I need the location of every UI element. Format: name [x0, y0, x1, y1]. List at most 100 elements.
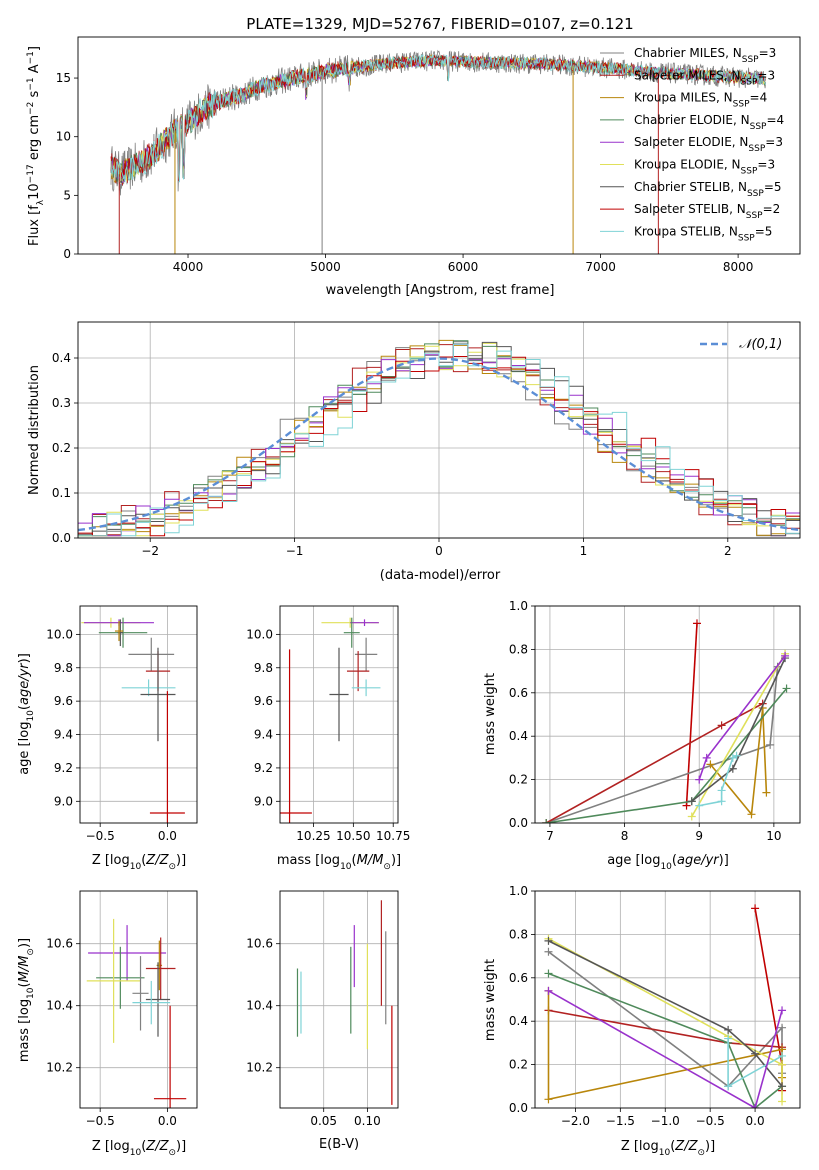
errorbar-point: [343, 617, 360, 648]
weight-marker: [778, 1097, 787, 1106]
panel-residuals: −2 −1 0 1 2 0.0 0.1 0.2 0.3 0.4 (data-model)/error…: [27, 321, 801, 583]
plot-area-spectrum: [110, 49, 766, 254]
panel-weight-vs-age: 7 8 9 10 0.0 0.2 0.4 0.6 0.8 1.0 age [log10(age/yr…: [483, 599, 801, 872]
plot-area-mass-vs-Z: [86, 918, 187, 1108]
weight-marker: [544, 969, 553, 978]
weight-marker: [782, 684, 791, 693]
weight-marker: [724, 1082, 733, 1091]
x-tick-label: 8: [621, 829, 629, 843]
y-axis-label: age [log10(age/yr)]: [17, 653, 36, 775]
y-tick-label: 0.0: [509, 816, 528, 830]
legend-entry: Chabrier MILES, NSSP=3: [634, 46, 776, 65]
weight-line: [548, 940, 783, 1087]
y-tick-label: 1.0: [509, 884, 528, 898]
x-tick-label: 0.0: [158, 1114, 177, 1128]
errorbar-point: [149, 691, 185, 823]
x-tick-label: 0.0: [746, 1114, 765, 1128]
x-axis-label: wavelength [Angstrom, rest frame]: [326, 283, 555, 298]
x-tick-label: 10.75: [376, 829, 410, 843]
plot-area-residuals: [78, 339, 800, 538]
x-axis-label: age [log10(age/yr)]: [607, 853, 729, 872]
errorbar-point: [145, 962, 171, 1037]
plot-area-weight-vs-Z: [544, 904, 787, 1108]
y-axis-label: mass weight: [483, 673, 498, 755]
y-tick-label: 0.4: [509, 729, 528, 743]
y-tick-label: 9.8: [254, 661, 273, 675]
y-axis-label: mass [log10(M/M⊙)]: [17, 938, 36, 1062]
x-tick-label: −1: [286, 544, 304, 558]
x-axis-label: mass [log10(M/M⊙)]: [277, 853, 401, 872]
errorbar-point: [145, 937, 176, 1000]
x-tick-label: −2: [141, 544, 159, 558]
errorbar-point: [346, 651, 370, 692]
axes-frame: [534, 890, 801, 1109]
x-tick-label: 10.25: [296, 829, 330, 843]
weight-marker: [717, 797, 726, 806]
x-axis-label: Z [log10(Z/Z⊙)]: [92, 853, 186, 872]
weight-marker: [778, 1051, 787, 1060]
y-tick-label: 15: [56, 71, 71, 85]
x-tick-label: −0.5: [86, 1114, 115, 1128]
y-axis-label: Flux [fλ10−17 erg cm−2 s−1 A−1]: [26, 46, 46, 246]
weight-line: [548, 972, 783, 1108]
panel-spectrum: 4000 5000 6000 7000 8000 0 5 10 15 wavelength [An…: [26, 36, 801, 298]
y-tick-label: 0.4: [52, 351, 71, 365]
x-tick-label: 7000: [585, 260, 616, 274]
y-tick-label: 0.2: [52, 441, 71, 455]
axes-frame: [77, 36, 801, 255]
y-tick-label: 9.0: [254, 794, 273, 808]
y-tick-label: 10.4: [246, 999, 273, 1013]
x-tick-label: −0.5: [86, 829, 115, 843]
weight-marker: [762, 788, 771, 797]
x-axis-label: (data-model)/error: [380, 568, 501, 583]
weight-marker: [717, 721, 726, 730]
y-tick-label: 9.2: [254, 761, 273, 775]
weight-marker: [702, 753, 711, 762]
weight-marker: [544, 947, 553, 956]
x-tick-label: 7: [546, 829, 554, 843]
grid-mass-vs-ebv: [280, 891, 398, 1108]
weight-marker: [751, 1049, 760, 1058]
panel-mass-vs-ebv: 0.05 0.10 10.2 10.4 10.6 E(B-V): [246, 890, 399, 1152]
y-tick-label: 0.6: [509, 686, 528, 700]
weight-marker: [781, 651, 790, 660]
axes-frame: [279, 605, 399, 824]
weight-marker: [717, 786, 726, 795]
weight-marker: [687, 797, 696, 806]
x-tick-label: 10: [766, 829, 781, 843]
x-tick-label: 0.10: [354, 1114, 381, 1128]
weight-marker: [706, 760, 715, 769]
x-tick-label: −0.5: [696, 1114, 725, 1128]
weight-marker: [778, 1060, 787, 1069]
errorbar-point: [132, 956, 149, 1031]
panel-age-vs-Z: −0.5 0.0 9.0 9.2 9.4 9.6 9.8 10.0 Z [log10(Z/Z⊙)…: [17, 605, 198, 872]
y-tick-label: 9.2: [54, 761, 73, 775]
legend-entry: Chabrier STELIB, NSSP=5: [634, 180, 782, 199]
y-tick-label: 10.2: [246, 1061, 273, 1075]
legend: Chabrier MILES, NSSP=3 Salpeter MILES, NS…: [600, 46, 784, 243]
x-tick-label: 2: [724, 544, 732, 558]
errorbar-point: [350, 619, 379, 627]
x-tick-label: 0.05: [310, 1114, 337, 1128]
weight-marker: [544, 936, 553, 945]
x-tick-label: 0: [435, 544, 443, 558]
errorbar-point: [351, 679, 381, 697]
weight-marker: [695, 775, 704, 784]
weight-marker: [695, 801, 704, 810]
axes-frame: [79, 605, 198, 824]
y-tick-label: 5: [63, 188, 71, 202]
y-tick-label: 9.4: [254, 728, 273, 742]
legend-entry: Salpeter ELODIE, NSSP=3: [634, 135, 783, 154]
x-axis-label: Z [log10(Z/Z⊙)]: [92, 1139, 186, 1158]
x-tick-label: 6000: [448, 260, 479, 274]
errorbar-point: [121, 679, 176, 697]
y-tick-label: 9.6: [54, 694, 73, 708]
y-tick-label: 0.2: [509, 1058, 528, 1072]
y-tick-label: 0: [63, 247, 71, 261]
errorbar-point: [86, 918, 141, 1043]
weight-marker: [692, 619, 701, 628]
weight-line: [685, 623, 698, 806]
y-tick-label: 1.0: [509, 599, 528, 613]
weight-line: [548, 990, 783, 1108]
